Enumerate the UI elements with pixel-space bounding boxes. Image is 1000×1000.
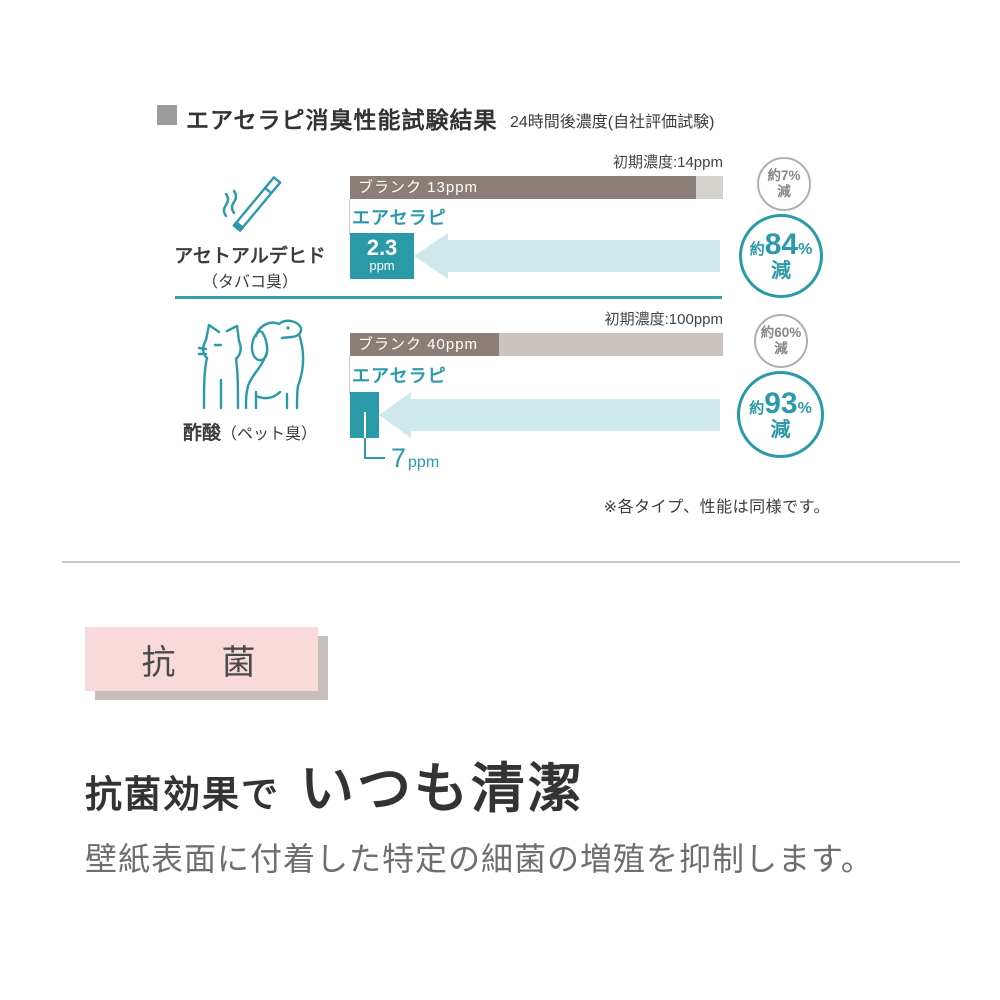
chart1-blank-reduction-circle: 約7% 減 (757, 157, 811, 211)
chart1-arrow-body (448, 240, 720, 272)
chart2-blank-bar-label: ブランク 40ppm (358, 336, 479, 353)
chart2-product-pct-sign: % (797, 399, 812, 417)
antibacterial-heading-small: 抗菌効果で (85, 774, 280, 815)
chart1-blank-pct-sign: % (788, 168, 801, 184)
chart2-reduction-arrow (379, 392, 720, 438)
chart2-connector-vertical (364, 438, 366, 459)
chart1-product-reduction-circle: 約84% 減 (739, 214, 823, 298)
antibacterial-heading-large: いつも清潔 (300, 759, 585, 819)
chart1-odor: （タバコ臭） (201, 274, 298, 291)
chart2-product-label: エアセラピ (352, 366, 447, 386)
chart1-product-unit: ppm (369, 258, 395, 274)
chart1-side-label: アセトアルデヒド （タバコ臭） (155, 241, 345, 292)
chart2-arrow-head (379, 392, 411, 438)
chart1-blank-pct: 7 (780, 168, 789, 184)
chart2-connector-horizontal (364, 457, 385, 459)
chart2-axis-tick (349, 356, 350, 394)
chart2-arrow-body (411, 399, 720, 431)
chart2-blank-bar-fill (350, 333, 500, 356)
chart1-blank-down: 減 (777, 184, 791, 199)
chart1-blank-bar-label: ブランク 13ppm (358, 179, 479, 196)
chart2-blank-pct-sign: % (789, 325, 802, 341)
chart2-product-down: 減 (770, 418, 791, 441)
chart2-blank-pct: 60 (774, 325, 790, 341)
dog-figure (244, 319, 305, 410)
chart2-blank-bar: ブランク 40ppm (350, 333, 723, 356)
chart1-axis-tick (349, 199, 350, 235)
cigarette-icon (222, 176, 282, 232)
chart2-side-label: 酢酸（ペット臭） (155, 418, 345, 445)
chart1-blank-bar-fill (350, 176, 697, 199)
cat-dog-icon (198, 319, 305, 410)
antibacterial-heading: 抗菌効果で いつも清潔 (85, 744, 585, 823)
chart2-blank-approx: 約 (760, 325, 775, 341)
chart2-product-reduction-circle: 約93% 減 (737, 371, 824, 458)
chart2-product-unit: ppm (408, 454, 440, 471)
chart2-blank-down: 減 (774, 341, 788, 356)
chart1-product-pct: 84 (764, 228, 799, 261)
chart-note: ※各タイプ、性能は同様です。 (603, 499, 830, 516)
chart2-product-value-label: 7 ppm (391, 443, 439, 474)
chart1-product-down: 減 (771, 260, 791, 282)
cat-figure (198, 323, 242, 410)
chart2-product-value: 7 (391, 443, 407, 473)
chart2-odor: （ペット臭） (221, 426, 318, 443)
chart1-reduction-arrow (414, 233, 720, 279)
chart1-blank-bar: ブランク 13ppm (350, 176, 723, 199)
chart1-product-approx: 約 (749, 241, 765, 258)
chart1-arrow-head (414, 233, 448, 279)
chart1-product-label: エアセラピ (352, 208, 447, 228)
antibacterial-badge: 抗 菌 (85, 627, 318, 691)
chart2-product-pct: 93 (764, 386, 798, 420)
chart1-blank-approx: 約 (767, 168, 781, 184)
chart2-connector-inner (364, 412, 366, 438)
chart1-substance: アセトアルデヒド (174, 246, 326, 267)
chart-divider-line (175, 296, 722, 299)
chart2-blank-reduction-circle: 約60% 減 (754, 314, 808, 368)
chart1-product-pct-sign: % (798, 241, 813, 258)
title-marker-square (157, 105, 177, 125)
section-divider (62, 561, 960, 563)
chart1-product-value-box: 2.3 ppm (350, 233, 414, 279)
page-title: エアセラピ消臭性能試験結果 (186, 107, 498, 133)
chart2-substance: 酢酸 (182, 423, 221, 444)
chart1-product-value: 2.3 (366, 235, 398, 260)
antibacterial-body: 壁紙表面に付着した特定の細菌の増殖を抑制します。 (85, 841, 874, 877)
page-subtitle: 24時間後濃度(自社評価試験) (510, 114, 715, 131)
chart1-initial-concentration: 初期濃度:14ppm (612, 154, 723, 171)
chart2-product-approx: 約 (749, 399, 765, 417)
chart2-initial-concentration: 初期濃度:100ppm (604, 311, 723, 328)
